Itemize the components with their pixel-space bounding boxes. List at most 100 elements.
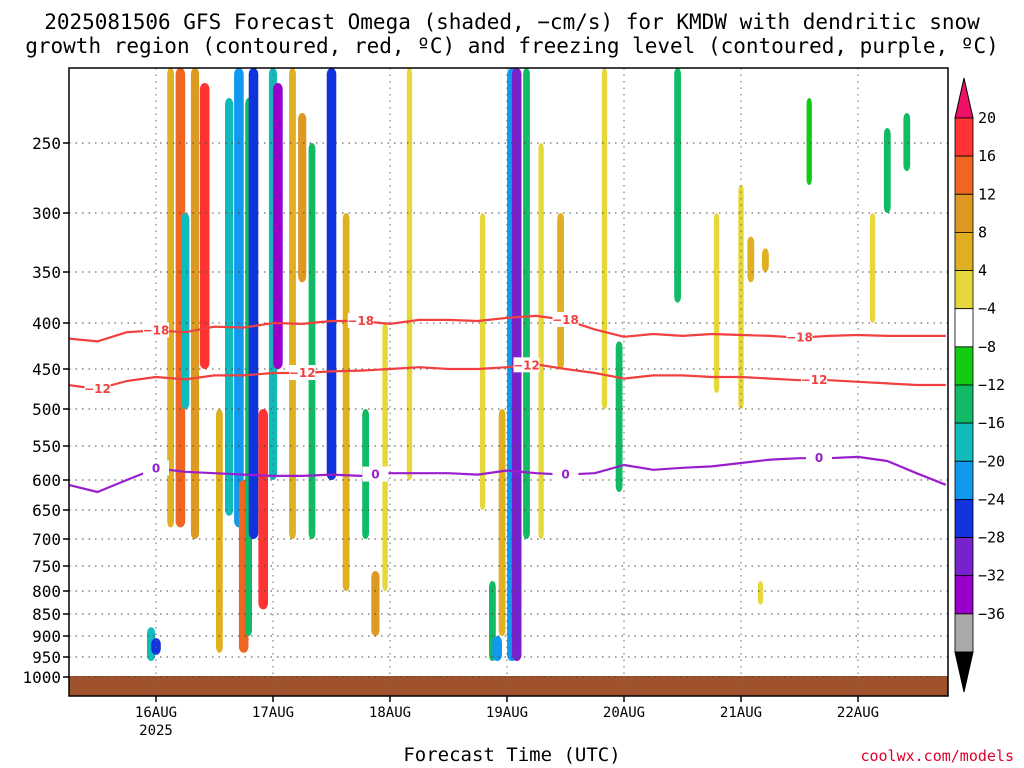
x-axis: 16AUG 2025 17AUG 18AUG 19AUG 20AUG 21AUG 22AUG xyxy=(135,696,879,739)
colorbar-label: −16 xyxy=(978,414,1005,432)
y-tick-label: 700 xyxy=(32,530,61,549)
y-tick-label: 300 xyxy=(32,204,61,223)
colorbar-label: 4 xyxy=(978,262,987,280)
chart-title-line2: growth region (contoured, red, ºC) and f… xyxy=(25,34,999,58)
colorbar-bottom-arrow xyxy=(954,651,974,693)
contour-label-bg xyxy=(143,460,169,476)
omega-cell xyxy=(382,323,388,591)
grid-lines xyxy=(69,68,948,696)
x-tick-label: 18AUG xyxy=(369,705,411,721)
contour-label-bg xyxy=(84,381,111,396)
contour-line xyxy=(69,363,946,391)
colorbar-segment xyxy=(954,384,974,424)
y-tick-label: 500 xyxy=(32,400,61,419)
omega-cell xyxy=(248,68,259,539)
contour-label-bg xyxy=(362,466,389,482)
omega-cell xyxy=(289,68,296,539)
contour-label-bg xyxy=(552,311,579,327)
omega-cell xyxy=(479,213,486,510)
y-tick-label: 600 xyxy=(32,471,61,490)
contour-label: −12 xyxy=(84,382,111,396)
contour-label-bg xyxy=(513,357,540,373)
y-tick-label: 350 xyxy=(32,263,61,282)
omega-cell xyxy=(869,213,876,323)
chart-title-line1: 2025081506 GFS Forecast Omega (shaded, −… xyxy=(44,10,980,34)
omega-cell xyxy=(175,68,186,528)
omega-cell xyxy=(258,409,268,610)
x-tick-label: 21AUG xyxy=(720,705,762,721)
colorbar-label: −4 xyxy=(978,300,996,318)
omega-cell xyxy=(615,341,623,492)
colorbar-label: −36 xyxy=(978,605,1005,623)
y-tick-label: 750 xyxy=(32,557,61,576)
colorbar-segment xyxy=(954,117,974,157)
omega-cell xyxy=(308,143,316,539)
omega-cell xyxy=(190,68,200,539)
x-tick-label: 17AUG xyxy=(252,705,294,721)
colorbar-label: −12 xyxy=(978,376,1005,394)
colorbar-label: −28 xyxy=(978,529,1005,547)
colorbar-label: −20 xyxy=(978,452,1005,470)
y-tick-label: 450 xyxy=(32,360,61,379)
omega-cell xyxy=(492,636,502,661)
colorbar-label: −24 xyxy=(978,490,1005,508)
omega-cell xyxy=(747,236,755,283)
contour-label: −18 xyxy=(143,323,170,337)
colorbar-label: 16 xyxy=(978,147,996,165)
omega-cell xyxy=(167,68,174,528)
contour-label: −18 xyxy=(552,313,579,327)
colorbar-segment xyxy=(954,498,974,538)
contour-label-bg xyxy=(806,450,832,466)
omega-cell xyxy=(883,128,891,213)
omega-cell xyxy=(713,213,720,393)
plot-frame xyxy=(68,67,949,697)
y-tick-label: 550 xyxy=(32,437,61,456)
contour-label: −18 xyxy=(347,314,374,328)
omega-cell xyxy=(216,409,223,653)
omega-cell xyxy=(225,98,234,516)
contour-label: −18 xyxy=(786,331,813,345)
contour-label: −12 xyxy=(289,366,316,380)
colorbar-label: 20 xyxy=(978,109,996,127)
omega-cell xyxy=(903,113,911,171)
omega-cell xyxy=(601,68,608,409)
colorbar-label: 8 xyxy=(978,223,987,241)
colorbar-segment xyxy=(954,308,974,348)
y-tick-label: 850 xyxy=(32,605,61,624)
omega-cell xyxy=(326,68,337,480)
contour-label: 0 xyxy=(815,451,823,465)
y-tick-label: 900 xyxy=(32,627,61,646)
x-tick-label: 20AUG xyxy=(603,705,645,721)
colorbar-label: −32 xyxy=(978,567,1005,585)
contour-label-bg xyxy=(347,312,374,328)
contour-label-bg xyxy=(786,329,813,345)
colorbar-segment xyxy=(954,155,974,195)
colorbar-top-arrow xyxy=(954,77,974,119)
contour-label-bg xyxy=(552,466,579,482)
omega-cell xyxy=(674,68,681,303)
colorbar-label: 12 xyxy=(978,185,996,203)
y-tick-label: 250 xyxy=(32,134,61,153)
x-tick-label: 16AUG xyxy=(135,705,177,721)
omega-cell xyxy=(762,248,769,272)
x-tick-label: 22AUG xyxy=(837,705,879,721)
x-axis-label: Forecast Time (UTC) xyxy=(403,744,621,766)
omega-cell xyxy=(406,68,413,480)
omega-cell xyxy=(806,98,812,185)
y-tick-label: 800 xyxy=(32,582,61,601)
ground-band xyxy=(69,676,948,696)
omega-cell xyxy=(538,143,544,539)
omega-cell xyxy=(298,113,307,283)
omega-cell xyxy=(523,68,530,539)
colorbar-segment xyxy=(954,422,974,462)
contour-label: 0 xyxy=(152,461,160,475)
omega-cell xyxy=(181,213,190,409)
contour-label: −12 xyxy=(801,373,828,387)
colorbar-segment xyxy=(954,231,974,271)
contour-label-bg xyxy=(801,372,828,388)
omega-cell xyxy=(234,68,244,528)
colorbar: 20 16 12 8 4 −4 −8 −12 −16 −20 −24 −28 −32 −36 xyxy=(954,77,1005,693)
omega-shading xyxy=(147,68,911,661)
contour-label-bg xyxy=(289,365,316,380)
